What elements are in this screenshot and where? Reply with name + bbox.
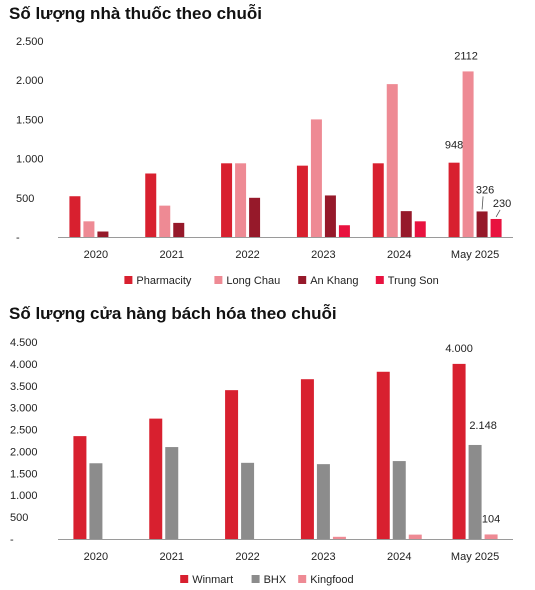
bar-pharmacity-may-2025: [448, 162, 460, 237]
y-tick-label: 2.500: [10, 425, 38, 437]
legend-swatch-winmart: [180, 575, 189, 583]
data-label-kingfood: 104: [482, 513, 500, 525]
x-category-label: 2020: [84, 551, 108, 563]
pharmacy-chart-svg: - 500 1.000 1.500 2.000 2.500 2020 2021 2022 2023…: [16, 36, 513, 287]
data-label-pharmacity: 948: [445, 140, 463, 152]
y-tick-label: -: [10, 534, 14, 546]
y-tick-label: 4.500: [10, 337, 38, 349]
x-category-label: 2023: [311, 551, 335, 563]
leader-line: [495, 209, 501, 218]
bar-pharmacity-2023: [296, 165, 308, 237]
legend-label-an-khang: An Khang: [310, 275, 358, 287]
data-label-long-chau: 2112: [454, 50, 478, 62]
chart-title: Số lượng nhà thuốc theo chuỗi: [9, 4, 262, 23]
legend-label-pharmacity: Pharmacity: [136, 275, 192, 287]
bar-kingfood-2023: [332, 536, 346, 539]
legend-label-kingfood: Kingfood: [310, 574, 353, 586]
legend-label-long-chau: Long Chau: [226, 275, 280, 287]
legend-label-winmart: Winmart: [192, 574, 233, 586]
y-tick-label: 2.500: [16, 36, 44, 48]
x-category-label: May 2025: [451, 551, 499, 563]
x-category-label: 2024: [387, 249, 411, 261]
y-tick-label: 2.000: [16, 75, 44, 87]
legend-swatch-kingfood: [298, 575, 307, 583]
bar-long-chau-2020: [83, 221, 95, 237]
bar-bhx-2020: [89, 463, 103, 539]
bar-bhx-2024: [392, 461, 406, 539]
x-category-label: 2021: [160, 551, 184, 563]
bar-an-khang-2020: [97, 231, 109, 237]
bar-winmart-2024: [376, 371, 390, 539]
bar-pharmacity-2020: [69, 196, 81, 237]
y-tick-label: 2.000: [10, 446, 38, 458]
bar-pharmacity-2022: [221, 163, 233, 237]
x-category-label: 2022: [235, 551, 259, 563]
bar-kingfood-may-2025: [484, 534, 498, 539]
data-label-bhx: 2.148: [469, 420, 497, 432]
leader-line: [481, 196, 484, 210]
legend-swatch-bhx: [251, 575, 260, 583]
bar-long-chau-2022: [235, 163, 247, 237]
y-tick-label: 4.000: [10, 359, 38, 371]
bar-pharmacity-2024: [372, 163, 384, 237]
y-tick-label: 1.000: [16, 154, 44, 166]
legend-label-bhx: BHX: [264, 574, 287, 586]
x-category-label: 2021: [160, 249, 184, 261]
bar-bhx-2021: [165, 447, 179, 539]
grocery-chart-svg: - 500 1.000 1.500 2.000 2.500 3.000 3.500 4.000 4…: [10, 337, 513, 586]
bar-an-khang-may-2025: [476, 211, 488, 237]
bar-long-chau-may-2025: [462, 71, 474, 238]
bar-trung-son-2023: [338, 225, 350, 237]
bar-bhx-may-2025: [468, 444, 482, 539]
bar-winmart-2022: [225, 390, 239, 539]
y-tick-label: 3.500: [10, 381, 38, 393]
bar-long-chau-2021: [159, 205, 171, 237]
grocery-chart: Số lượng cửa hàng bách hóa theo chuỗi - 5…: [0, 300, 535, 590]
bar-winmart-2020: [73, 436, 87, 539]
data-label-trung-son: 230: [493, 198, 511, 210]
data-label-winmart: 4.000: [445, 343, 473, 355]
x-category-label: 2020: [84, 249, 108, 261]
bar-winmart-2023: [300, 379, 314, 539]
data-label-an-khang: 326: [476, 184, 494, 196]
bar-bhx-2023: [316, 464, 330, 539]
x-category-label: 2024: [387, 551, 411, 563]
bar-winmart-may-2025: [452, 363, 466, 539]
legend-swatch-trung-son: [375, 276, 384, 284]
bar-winmart-2021: [149, 418, 163, 539]
bar-bhx-2022: [241, 462, 255, 539]
x-category-label: 2023: [311, 249, 335, 261]
legend-swatch-pharmacity: [124, 276, 133, 284]
bar-an-khang-2021: [173, 222, 185, 237]
x-category-label: May 2025: [451, 249, 499, 261]
bar-an-khang-2023: [324, 195, 336, 237]
y-tick-label: 1.000: [10, 490, 38, 502]
legend-label-trung-son: Trung Son: [388, 275, 439, 287]
bar-long-chau-2024: [386, 84, 398, 238]
legend-swatch-an-khang: [298, 276, 307, 284]
y-tick-label: 1.500: [16, 114, 44, 126]
y-tick-label: 500: [16, 193, 34, 205]
y-tick-label: -: [16, 232, 20, 244]
y-tick-label: 500: [10, 512, 28, 524]
bar-pharmacity-2021: [145, 173, 157, 237]
chart-title: Số lượng cửa hàng bách hóa theo chuỗi: [9, 304, 337, 323]
bar-trung-son-2024: [414, 221, 426, 237]
bar-an-khang-2024: [400, 211, 412, 237]
bar-long-chau-2023: [310, 119, 322, 237]
x-category-label: 2022: [235, 249, 259, 261]
legend-swatch-long-chau: [214, 276, 223, 284]
bar-an-khang-2022: [249, 197, 261, 237]
bar-trung-son-may-2025: [490, 218, 502, 237]
y-tick-label: 1.500: [10, 468, 38, 480]
pharmacy-chart: Số lượng nhà thuốc theo chuỗi - 500 1.000 1…: [0, 0, 535, 292]
y-tick-label: 3.000: [10, 403, 38, 415]
bar-kingfood-2024: [408, 534, 422, 539]
